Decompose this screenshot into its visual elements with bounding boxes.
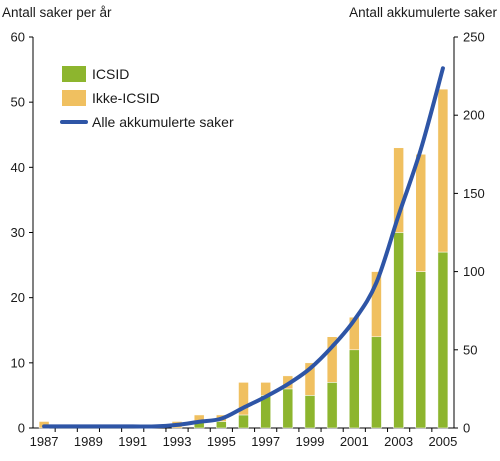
x-tick-label: 1991 <box>118 434 147 449</box>
bar-ikke-icsid <box>326 336 338 383</box>
bar-icsid <box>216 421 227 429</box>
bar-icsid <box>371 336 382 429</box>
right-tick-label: 200 <box>463 108 485 123</box>
left-tick-label: 30 <box>11 225 25 240</box>
legend-swatch-icsid <box>62 66 86 82</box>
x-tick-label: 1999 <box>296 434 325 449</box>
right-tick-label: 250 <box>463 30 485 45</box>
plot-area: 0 10 20 30 40 50 60 0 50 100 150 200 250 1987 1989 1991… <box>11 30 485 450</box>
x-tick-label: 1989 <box>74 434 103 449</box>
bar-ikke-icsid <box>437 88 449 253</box>
bar-icsid <box>437 251 449 429</box>
x-tick-label: 2003 <box>384 434 413 449</box>
bar-icsid <box>238 414 249 429</box>
bar-ikke-icsid <box>304 362 316 396</box>
legend-swatch-ikke-icsid <box>62 90 86 106</box>
bar-icsid <box>415 271 427 429</box>
left-tick-label: 40 <box>11 160 25 175</box>
legend: ICSID Ikke-ICSID Alle akkumulerte saker <box>60 66 234 130</box>
bar-icsid <box>326 382 338 429</box>
x-tick-label: 1987 <box>30 434 59 449</box>
right-tick-label: 100 <box>463 264 485 279</box>
left-tick-label: 0 <box>18 421 25 436</box>
x-tick-label: 1993 <box>163 434 192 449</box>
right-axis-title: Antall akkumulerte saker <box>349 5 497 20</box>
left-tick-label: 10 <box>11 355 25 370</box>
right-tick-label: 0 <box>463 421 470 436</box>
bar-ikke-icsid <box>371 271 382 338</box>
x-tick-label: 2001 <box>340 434 369 449</box>
bar-icsid <box>349 349 360 429</box>
bar-icsid <box>393 232 404 429</box>
bar-ikke-icsid <box>238 382 249 416</box>
right-tick-label: 50 <box>463 342 477 357</box>
legend-label-ikke-icsid: Ikke-ICSID <box>92 90 160 106</box>
left-axis-title: Antall saker per år <box>2 5 112 20</box>
bar-icsid <box>282 388 294 429</box>
left-tick-label: 50 <box>11 95 25 110</box>
bar-icsid <box>304 395 316 429</box>
x-tick-label: 1997 <box>251 434 280 449</box>
left-tick-label: 60 <box>11 30 25 45</box>
legend-label-icsid: ICSID <box>92 66 129 82</box>
legend-label-alle-akkumulerte-saker: Alle akkumulerte saker <box>92 114 234 130</box>
x-tick-label: 1995 <box>207 434 236 449</box>
cumulative-line <box>42 66 445 429</box>
left-tick-label: 20 <box>11 290 25 305</box>
bar-ikke-icsid <box>393 147 404 233</box>
x-tick-label: 2005 <box>428 434 457 449</box>
right-tick-label: 150 <box>463 186 485 201</box>
bar-ikke-icsid <box>415 154 427 272</box>
